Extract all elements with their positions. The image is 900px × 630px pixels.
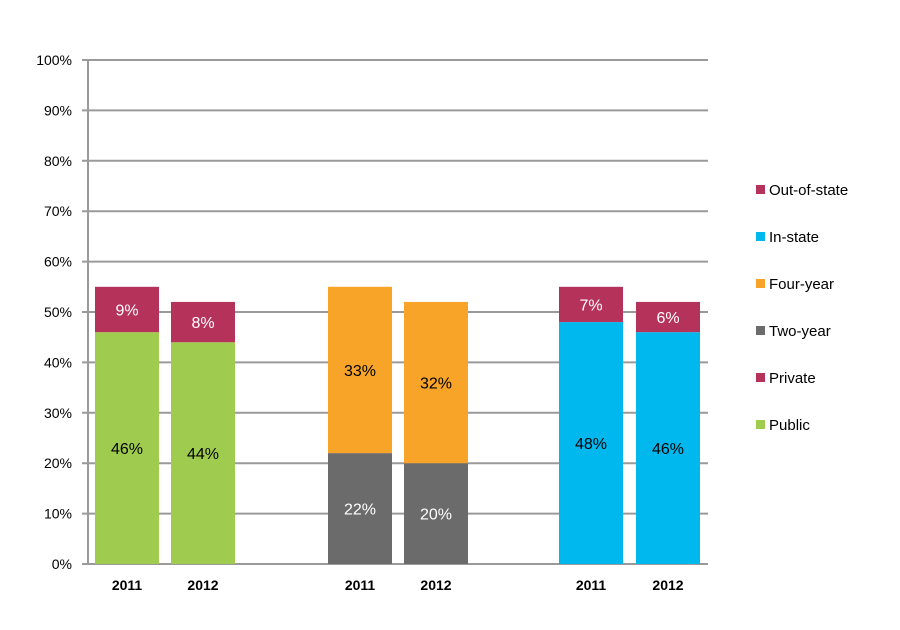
- x-tick-label: 2012: [187, 577, 218, 593]
- y-tick-label: 100%: [36, 52, 72, 68]
- legend-swatch: [756, 326, 765, 335]
- bar-segment: [95, 332, 159, 564]
- bar-segment: [559, 286, 623, 323]
- x-tick-label: 2012: [652, 577, 683, 593]
- bar-segment: [404, 301, 468, 464]
- x-tick-label: 2011: [345, 577, 376, 593]
- bar-segment: [636, 332, 700, 564]
- y-tick-label: 40%: [44, 354, 72, 370]
- legend-swatch: [756, 232, 765, 241]
- data-label: 9%: [115, 302, 138, 319]
- data-label: 32%: [420, 376, 452, 393]
- y-tick-label: 10%: [44, 506, 72, 522]
- data-label: 8%: [191, 315, 214, 332]
- legend-label: Out-of-state: [769, 182, 848, 199]
- data-label: 33%: [344, 363, 376, 380]
- data-label: 22%: [344, 502, 376, 519]
- y-tick-label: 60%: [44, 254, 72, 270]
- legend-swatch: [756, 420, 765, 429]
- legend-swatch: [756, 373, 765, 382]
- legend-swatch: [756, 185, 765, 194]
- bar-segment: [171, 301, 235, 343]
- data-label: 44%: [187, 446, 219, 463]
- y-tick-label: 70%: [44, 203, 72, 219]
- legend-label: Public: [769, 417, 810, 434]
- y-tick-label: 0%: [52, 556, 72, 572]
- legend-swatch: [756, 279, 765, 288]
- bar-segment: [328, 286, 392, 454]
- data-label: 48%: [575, 436, 607, 453]
- legend-label: Four-year: [769, 276, 834, 293]
- bar-segment: [636, 301, 700, 333]
- data-label: 20%: [420, 507, 452, 524]
- y-tick-label: 80%: [44, 153, 72, 169]
- data-label: 46%: [111, 441, 143, 458]
- x-tick-label: 2011: [576, 577, 607, 593]
- data-label: 7%: [579, 297, 602, 314]
- bar-segment: [559, 322, 623, 564]
- y-tick-label: 30%: [44, 405, 72, 421]
- legend-label: In-state: [769, 229, 819, 246]
- y-tick-label: 20%: [44, 455, 72, 471]
- bar-segment: [328, 453, 392, 564]
- bar-segment: [95, 286, 159, 333]
- legend-label: Two-year: [769, 323, 831, 340]
- legend-label: Private: [769, 370, 816, 387]
- bar-segment: [404, 463, 468, 564]
- data-label: 6%: [656, 310, 679, 327]
- x-tick-label: 2011: [112, 577, 143, 593]
- data-label: 46%: [652, 441, 684, 458]
- bar-segment: [171, 342, 235, 564]
- y-tick-label: 50%: [44, 304, 72, 320]
- y-tick-label: 90%: [44, 102, 72, 118]
- x-tick-label: 2012: [420, 577, 451, 593]
